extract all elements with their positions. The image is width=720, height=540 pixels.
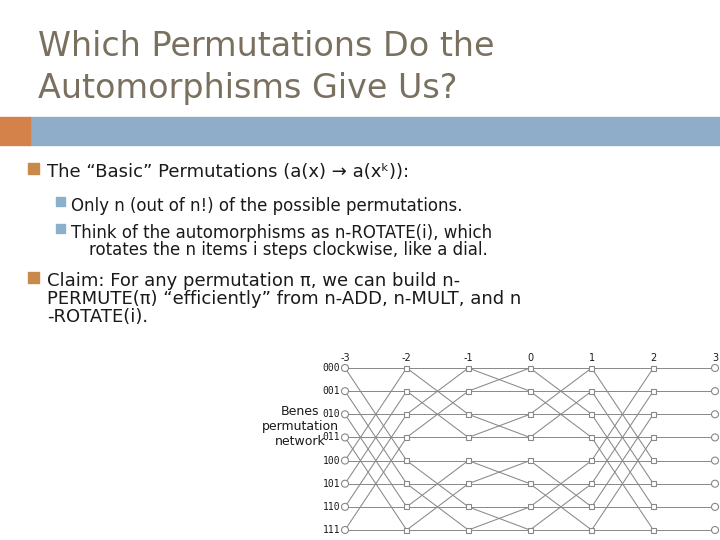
Circle shape xyxy=(711,434,719,441)
Bar xyxy=(528,481,533,486)
Bar xyxy=(528,435,533,440)
Bar xyxy=(466,366,471,370)
Bar xyxy=(28,163,39,174)
Bar xyxy=(404,366,409,370)
Text: 1: 1 xyxy=(589,353,595,363)
Circle shape xyxy=(341,526,348,534)
Text: 000: 000 xyxy=(323,363,340,373)
Bar xyxy=(30,117,720,145)
Text: -2: -2 xyxy=(402,353,412,363)
Bar xyxy=(0,117,30,145)
Bar xyxy=(528,458,533,463)
Bar xyxy=(404,504,409,509)
Bar xyxy=(589,412,594,417)
Circle shape xyxy=(341,388,348,395)
Text: 101: 101 xyxy=(323,479,340,489)
Text: rotates the n items i steps clockwise, like a dial.: rotates the n items i steps clockwise, l… xyxy=(89,241,487,259)
Bar xyxy=(466,412,471,417)
Bar xyxy=(404,389,409,394)
Circle shape xyxy=(341,411,348,418)
Circle shape xyxy=(341,457,348,464)
Bar xyxy=(404,435,409,440)
Circle shape xyxy=(711,364,719,372)
Bar xyxy=(404,412,409,417)
Text: Which Permutations Do the: Which Permutations Do the xyxy=(38,30,495,63)
Bar xyxy=(466,504,471,509)
Text: 011: 011 xyxy=(323,433,340,442)
Text: Automorphisms Give Us?: Automorphisms Give Us? xyxy=(38,72,457,105)
Text: PERMUTE(π) “efficiently” from n-ADD, n-MULT, and n: PERMUTE(π) “efficiently” from n-ADD, n-M… xyxy=(47,290,521,308)
Text: Think of the automorphisms as n-ROTATE(i), which: Think of the automorphisms as n-ROTATE(i… xyxy=(71,224,492,242)
Bar xyxy=(589,504,594,509)
Text: 010: 010 xyxy=(323,409,340,419)
Text: The “Basic” Permutations (a(x) → a(xᵏ)):: The “Basic” Permutations (a(x) → a(xᵏ)): xyxy=(47,163,409,181)
Bar xyxy=(28,272,39,283)
Bar xyxy=(651,389,656,394)
Bar xyxy=(56,197,65,206)
Text: 3: 3 xyxy=(712,353,718,363)
Bar xyxy=(651,528,656,532)
Bar xyxy=(651,481,656,486)
Text: -3: -3 xyxy=(340,353,350,363)
Bar xyxy=(404,458,409,463)
Circle shape xyxy=(341,503,348,510)
Bar xyxy=(528,366,533,370)
Bar xyxy=(589,435,594,440)
Bar xyxy=(589,366,594,370)
Bar xyxy=(466,481,471,486)
Text: -ROTATE(i).: -ROTATE(i). xyxy=(47,308,148,326)
Bar xyxy=(466,528,471,532)
Circle shape xyxy=(711,526,719,534)
Circle shape xyxy=(711,457,719,464)
Text: 001: 001 xyxy=(323,386,340,396)
Bar xyxy=(56,224,65,233)
Text: -1: -1 xyxy=(464,353,473,363)
Bar xyxy=(528,528,533,532)
Bar xyxy=(651,458,656,463)
Bar xyxy=(528,389,533,394)
Bar xyxy=(589,458,594,463)
Bar xyxy=(528,412,533,417)
Circle shape xyxy=(341,364,348,372)
Bar xyxy=(651,412,656,417)
Bar xyxy=(404,528,409,532)
Text: Only n (out of n!) of the possible permutations.: Only n (out of n!) of the possible permu… xyxy=(71,197,462,215)
Text: Benes
permutation
network: Benes permutation network xyxy=(261,405,338,448)
Text: 0: 0 xyxy=(527,353,533,363)
Circle shape xyxy=(341,480,348,487)
Bar xyxy=(466,458,471,463)
Text: 111: 111 xyxy=(323,525,340,535)
Circle shape xyxy=(711,503,719,510)
Bar xyxy=(589,481,594,486)
Bar xyxy=(528,504,533,509)
Circle shape xyxy=(711,411,719,418)
Circle shape xyxy=(341,434,348,441)
Text: Claim: For any permutation π, we can build n-: Claim: For any permutation π, we can bui… xyxy=(47,272,460,290)
Circle shape xyxy=(711,388,719,395)
Bar xyxy=(651,504,656,509)
Bar xyxy=(589,389,594,394)
Bar xyxy=(589,528,594,532)
Text: 110: 110 xyxy=(323,502,340,512)
Bar xyxy=(404,481,409,486)
Circle shape xyxy=(711,480,719,487)
Text: 100: 100 xyxy=(323,456,340,465)
Bar xyxy=(651,435,656,440)
Text: 2: 2 xyxy=(650,353,657,363)
Bar xyxy=(651,366,656,370)
Bar xyxy=(466,389,471,394)
Bar xyxy=(466,435,471,440)
